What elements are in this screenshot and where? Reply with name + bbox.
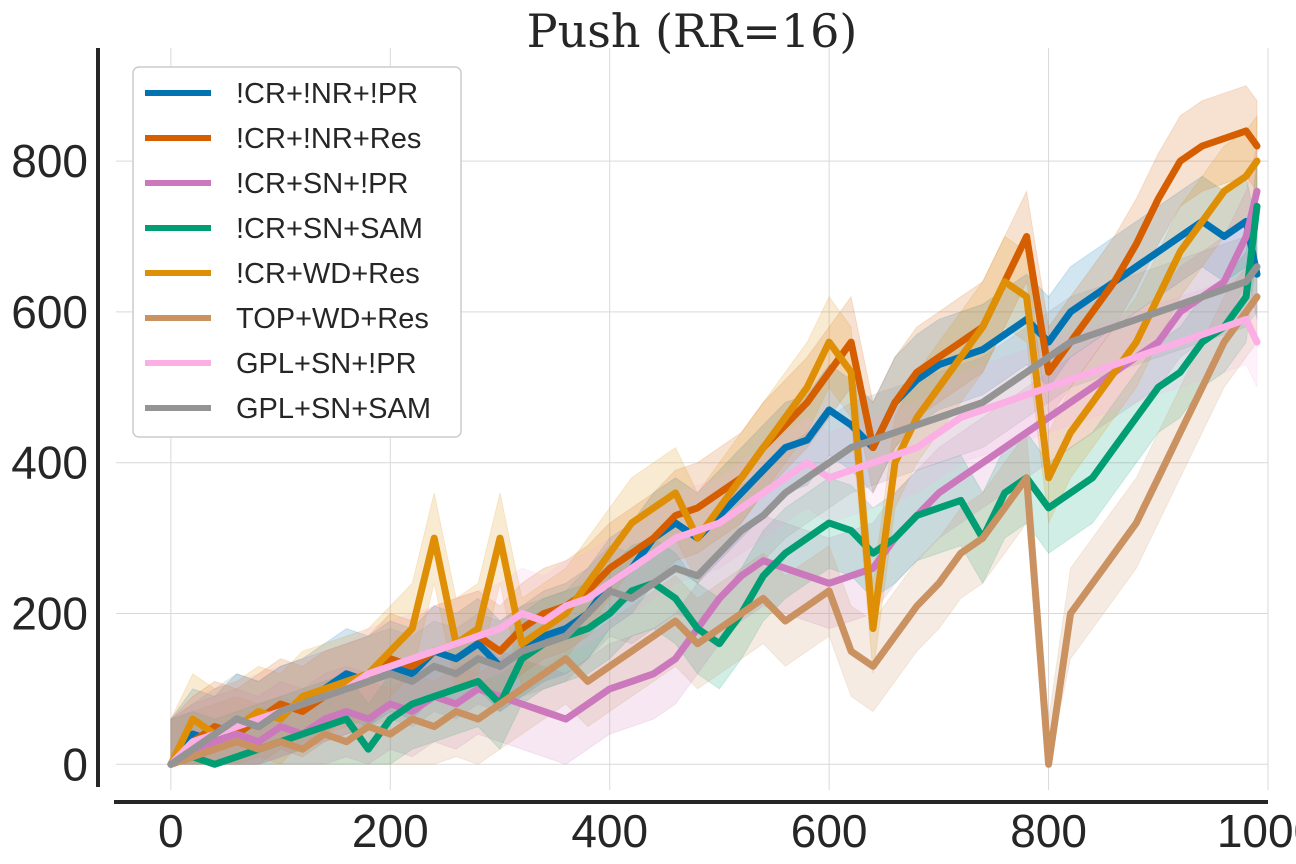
- series-lines: [167, 127, 1261, 768]
- x-tick-label: 0: [158, 805, 184, 857]
- legend-label: !CR+SN+SAM: [236, 213, 423, 245]
- x-tick-label: 800: [1010, 805, 1087, 857]
- y-tick-label: 800: [11, 135, 88, 187]
- x-tick-label: 200: [352, 805, 429, 857]
- axes: [96, 48, 1268, 804]
- chart-title: Push (RR=16): [527, 4, 858, 58]
- series-band-8: [170, 219, 1258, 765]
- legend-label: TOP+WD+Res: [236, 303, 429, 335]
- series-line-8: [167, 263, 1261, 768]
- legend-label: !CR+!NR+!PR: [236, 78, 418, 110]
- legend-label: GPL+SN+SAM: [236, 393, 431, 425]
- x-tick-label: 400: [571, 805, 648, 857]
- y-tick-labels: 0 200 400 600 800: [11, 135, 88, 790]
- legend-label: !CR+SN+!PR: [236, 168, 408, 200]
- legend-label: !CR+WD+Res: [236, 258, 420, 290]
- series-line-6: [167, 293, 1261, 768]
- y-tick-label: 0: [62, 738, 88, 790]
- series-line-3: [167, 187, 1261, 768]
- y-tick-label: 400: [11, 437, 88, 489]
- legend: !CR+!NR+!PR !CR+!NR+Res !CR+SN+!PR !CR+SN+S…: [132, 66, 462, 438]
- legend-label: GPL+SN+!PR: [236, 348, 417, 380]
- y-tick-label: 200: [11, 588, 88, 640]
- legend-box: [132, 66, 462, 438]
- series-line-4: [167, 202, 1261, 768]
- y-tick-label: 600: [11, 286, 88, 338]
- legend-label: !CR+!NR+Res: [236, 123, 421, 155]
- x-tick-label: 600: [791, 805, 868, 857]
- series-line-5: [167, 157, 1261, 768]
